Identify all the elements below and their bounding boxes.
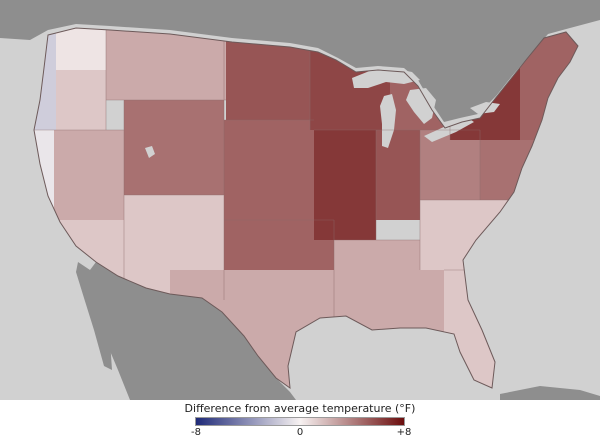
region-idaho-montana	[106, 28, 226, 100]
baja-peninsula	[76, 262, 112, 370]
legend-color-bar	[195, 417, 405, 426]
temperature-anomaly-map	[0, 0, 600, 400]
region-ohio-valley	[420, 130, 480, 200]
great-lakes	[145, 68, 500, 158]
region-oregon-interior	[56, 70, 106, 130]
canada-land	[0, 0, 600, 122]
map-panel	[0, 0, 600, 400]
lake-huron	[406, 88, 436, 124]
region-nebraska-kansas	[224, 120, 314, 220]
legend-tick-max: +8	[396, 427, 412, 438]
region-dakotas	[226, 40, 310, 120]
region-nevada	[54, 130, 124, 220]
lake-michigan	[380, 94, 396, 148]
region-iowa-missouri	[314, 130, 376, 240]
region-washington-interior	[56, 28, 106, 70]
region-california-coast	[34, 130, 54, 270]
us-outline	[33, 27, 579, 390]
lake-ontario	[470, 102, 500, 114]
mexico-land	[84, 262, 296, 400]
region-carolinas-virginia	[420, 200, 510, 270]
region-utah-wyoming	[124, 100, 224, 195]
legend-title: Difference from average temperature (°F)	[184, 402, 416, 415]
great-salt-lake	[145, 146, 155, 158]
lake-superior	[352, 68, 420, 88]
legend: Difference from average temperature (°F)…	[0, 400, 600, 438]
legend-tick-min: -8	[191, 427, 201, 438]
legend-tick-zero: 0	[296, 427, 304, 438]
cuba-land	[500, 386, 600, 400]
